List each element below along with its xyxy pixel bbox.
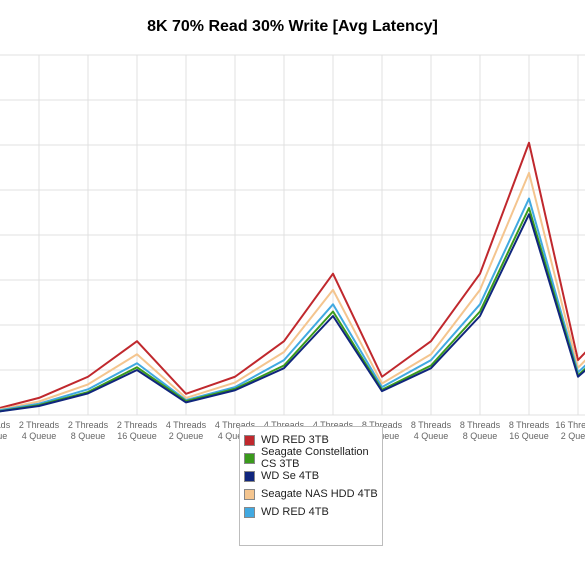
series-line [0, 207, 585, 413]
series-line [0, 141, 585, 409]
legend-label: Seagate Constellation CS 3TB [261, 446, 369, 470]
x-tick-label: 2 Threads 8 Queue [68, 420, 109, 441]
x-tick-label: 8 Threads 16 Queue [509, 420, 550, 441]
x-tick-label: 2 Threads 16 Queue [117, 420, 158, 441]
legend-label: WD Se 4TB [261, 470, 320, 482]
x-tick-label: 8 Threads 8 Queue [460, 420, 501, 441]
legend-item: Seagate Constellation CS 3TB [244, 446, 378, 470]
gridlines [0, 54, 585, 416]
x-tick-label: 4 Threads 4 Queue [215, 420, 256, 441]
legend-swatch [244, 470, 255, 482]
x-tick-label: 2 Threads 4 Queue [19, 420, 60, 441]
legend-item: WD RED 4TB [244, 503, 378, 521]
series-line [0, 197, 585, 412]
legend-swatch [244, 488, 255, 500]
legend-label: WD RED 3TB [261, 434, 329, 446]
legend-label: Seagate NAS HDD 4TB [261, 488, 378, 500]
legend-item: WD Se 4TB [244, 467, 378, 485]
series-lines [0, 141, 585, 413]
legend-label: WD RED 4TB [261, 506, 329, 518]
legend-swatch [244, 506, 255, 518]
legend: WD RED 3TB Seagate Constellation CS 3TB WD… [239, 426, 383, 546]
series-line [0, 171, 585, 411]
series-line [0, 213, 585, 413]
legend-item: WD RED 3TB [244, 431, 378, 449]
legend-swatch [244, 452, 255, 464]
chart-title: 8K 70% Read 30% Write [Avg Latency] [147, 18, 438, 35]
x-tick-label: 8 Threads 4 Queue [411, 420, 452, 441]
legend-item: Seagate NAS HDD 4TB [244, 485, 378, 503]
x-tick-label: 4 Threads 2 Queue [166, 420, 207, 441]
legend-swatch [244, 434, 255, 446]
